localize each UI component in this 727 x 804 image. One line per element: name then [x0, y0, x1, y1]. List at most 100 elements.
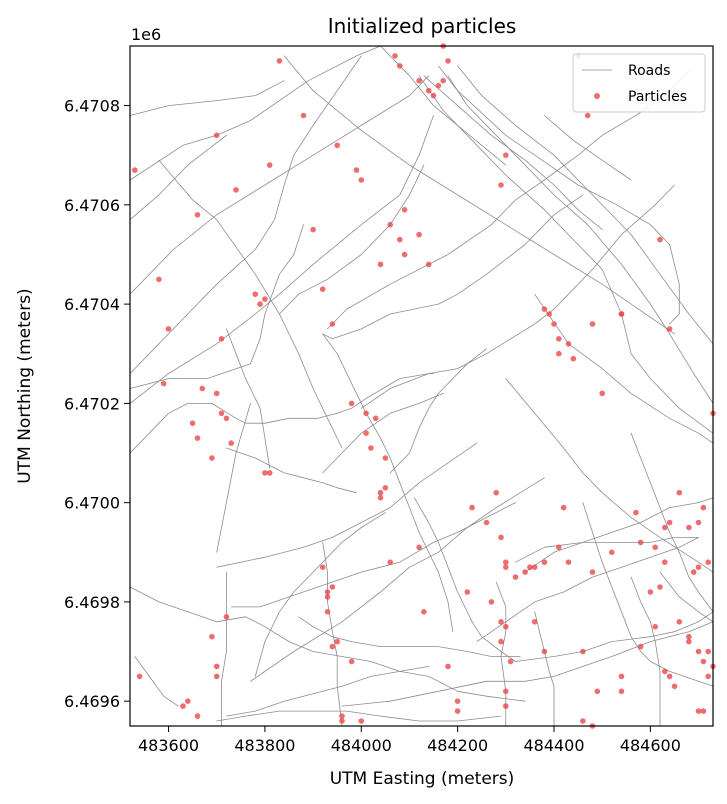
- particle-point: [657, 584, 663, 590]
- particle-point: [512, 574, 519, 580]
- particle-point: [493, 489, 500, 496]
- particle-point: [541, 306, 548, 312]
- particle-point: [686, 633, 692, 640]
- particle-point: [705, 648, 711, 655]
- road-line: [659, 571, 714, 623]
- road-line: [447, 75, 714, 404]
- road-line: [129, 80, 285, 116]
- x-tick-label: 484600: [620, 736, 681, 755]
- particle-point: [652, 544, 658, 551]
- particle-point: [377, 489, 384, 496]
- particle-point: [372, 415, 379, 422]
- particle-point: [348, 658, 355, 665]
- particle-point: [695, 648, 702, 655]
- particle-point: [483, 519, 490, 526]
- road-line: [322, 333, 454, 633]
- road-line: [230, 502, 516, 608]
- y-tick-label: 6.4706: [64, 196, 120, 215]
- particle-point: [503, 623, 509, 630]
- road-line: [322, 542, 343, 727]
- road-line: [341, 621, 714, 707]
- road-line: [457, 65, 714, 345]
- road-line: [505, 378, 714, 573]
- particle-point: [690, 569, 697, 575]
- particle-point: [266, 470, 273, 476]
- particle-point: [194, 435, 201, 441]
- particle-point: [189, 420, 196, 427]
- particle-point: [589, 321, 596, 327]
- particle-point: [329, 584, 336, 590]
- road-line: [226, 447, 357, 494]
- road-line: [418, 75, 714, 434]
- particle-point: [666, 326, 673, 332]
- particle-point: [445, 663, 451, 670]
- plot-frame: [129, 45, 714, 727]
- road-line: [226, 666, 430, 717]
- particle-point: [339, 713, 345, 719]
- particle-point: [637, 643, 644, 650]
- road-line: [630, 432, 714, 613]
- particle-point: [556, 350, 562, 357]
- particle-point: [700, 708, 707, 714]
- particle-point: [387, 559, 394, 565]
- particle-point: [671, 683, 678, 690]
- particle-point: [401, 207, 408, 213]
- particle-point: [686, 638, 692, 645]
- particle-point: [185, 698, 191, 704]
- particle-point: [324, 609, 331, 615]
- road-line: [298, 616, 521, 657]
- particle-point: [584, 112, 591, 119]
- particle-point: [397, 236, 403, 243]
- particle-point: [700, 658, 707, 665]
- road-line: [221, 571, 227, 727]
- particle-point: [160, 380, 167, 387]
- particles-layer: [132, 43, 716, 729]
- road-line: [515, 611, 714, 662]
- particle-point: [430, 92, 437, 99]
- particle-point: [666, 673, 673, 680]
- particle-point: [580, 718, 586, 724]
- particle-point: [209, 455, 215, 461]
- particle-point: [358, 177, 365, 183]
- particle-point: [329, 643, 336, 650]
- road-line: [534, 611, 555, 727]
- road-line: [216, 403, 251, 553]
- particle-point: [546, 311, 552, 317]
- particle-point: [464, 589, 471, 595]
- particle-point: [556, 544, 562, 551]
- particle-point: [363, 430, 369, 437]
- road-line: [216, 442, 478, 568]
- particle-point: [377, 261, 384, 268]
- particle-point: [339, 718, 345, 724]
- particle-point: [705, 673, 711, 680]
- particle-point: [363, 410, 369, 417]
- particle-point: [416, 544, 422, 551]
- particle-point: [223, 415, 230, 422]
- particle-point: [132, 167, 138, 173]
- particle-point: [329, 321, 336, 327]
- road-line: [322, 194, 584, 340]
- road-line: [380, 45, 507, 166]
- particle-point: [676, 619, 683, 625]
- legend-roads-label: Roads: [628, 63, 670, 79]
- particle-point: [657, 236, 663, 243]
- particle-point: [382, 485, 389, 491]
- road-line: [515, 537, 699, 563]
- particle-point: [580, 648, 586, 655]
- particle-point: [334, 638, 341, 645]
- particle-point: [531, 619, 538, 625]
- x-axis: 483600 483800 484000 484200 484400 484600: [138, 726, 681, 755]
- particle-point: [180, 703, 186, 709]
- particle-point: [454, 698, 461, 704]
- particle-point: [377, 494, 384, 501]
- particle-point: [310, 226, 316, 233]
- particle-point: [527, 564, 533, 570]
- y-tick-label: 6.4698: [64, 593, 120, 612]
- particle-point: [454, 708, 461, 714]
- particle-point: [387, 221, 394, 228]
- y-axis: 6.4696 6.4698 6.4700 6.4702 6.4704 6.4706 6.47…: [64, 97, 130, 711]
- road-line: [250, 477, 545, 682]
- road-line: [129, 586, 526, 702]
- road-line: [129, 224, 304, 389]
- particle-point: [353, 167, 360, 173]
